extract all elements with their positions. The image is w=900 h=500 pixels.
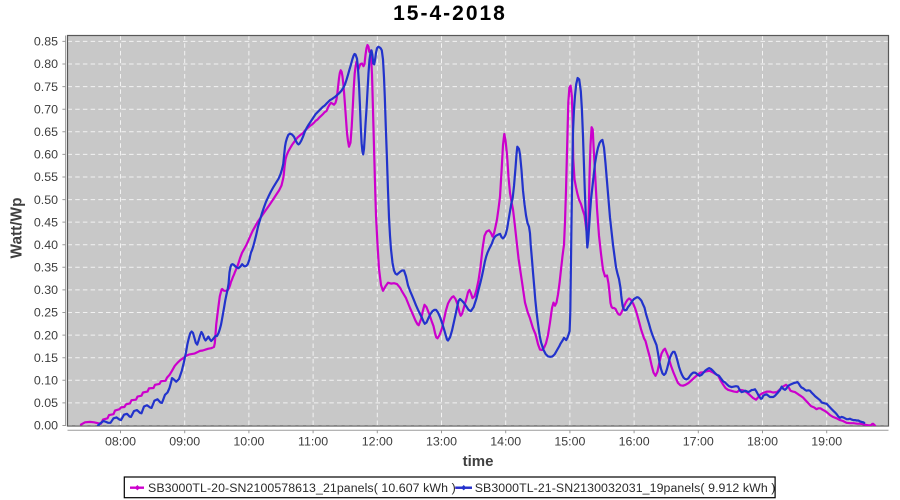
svg-text:13:00: 13:00 <box>426 435 457 449</box>
svg-text:0.20: 0.20 <box>34 328 58 342</box>
svg-text:0.70: 0.70 <box>34 102 58 116</box>
svg-text:0.50: 0.50 <box>34 193 58 207</box>
svg-text:0.85: 0.85 <box>34 35 58 49</box>
svg-text:08:00: 08:00 <box>105 435 136 449</box>
svg-text:0.80: 0.80 <box>34 57 58 71</box>
svg-text:10:00: 10:00 <box>233 435 264 449</box>
svg-text:0.35: 0.35 <box>34 261 58 275</box>
svg-text:0.25: 0.25 <box>34 306 58 320</box>
svg-text:Watt/Wp: Watt/Wp <box>9 198 26 259</box>
svg-text:18:00: 18:00 <box>747 435 778 449</box>
svg-text:15:00: 15:00 <box>554 435 585 449</box>
svg-text:0.05: 0.05 <box>34 396 58 410</box>
svg-text:16:00: 16:00 <box>619 435 650 449</box>
svg-text:SB3000TL-20-SN2100578613_21pan: SB3000TL-20-SN2100578613_21panels( 10.60… <box>148 481 456 495</box>
svg-text:0.00: 0.00 <box>34 419 58 433</box>
svg-text:0.75: 0.75 <box>34 80 58 94</box>
svg-text:17:00: 17:00 <box>683 435 714 449</box>
svg-text:0.40: 0.40 <box>34 238 58 252</box>
svg-text:0.60: 0.60 <box>34 148 58 162</box>
svg-text:19:00: 19:00 <box>811 435 842 449</box>
svg-text:0.55: 0.55 <box>34 170 58 184</box>
svg-text:11:00: 11:00 <box>298 435 328 449</box>
svg-text:09:00: 09:00 <box>169 435 200 449</box>
svg-text:SB3000TL-21-SN2130032031_19pan: SB3000TL-21-SN2130032031_19panels( 9.912… <box>475 481 776 495</box>
svg-text:0.15: 0.15 <box>34 351 58 365</box>
svg-text:time: time <box>463 453 494 470</box>
svg-text:0.45: 0.45 <box>34 215 58 229</box>
svg-text:0.30: 0.30 <box>34 283 58 297</box>
svg-text:0.10: 0.10 <box>34 374 58 388</box>
svg-text:14:00: 14:00 <box>490 435 521 449</box>
svg-text:0.65: 0.65 <box>34 125 58 139</box>
svg-text:12:00: 12:00 <box>362 435 393 449</box>
